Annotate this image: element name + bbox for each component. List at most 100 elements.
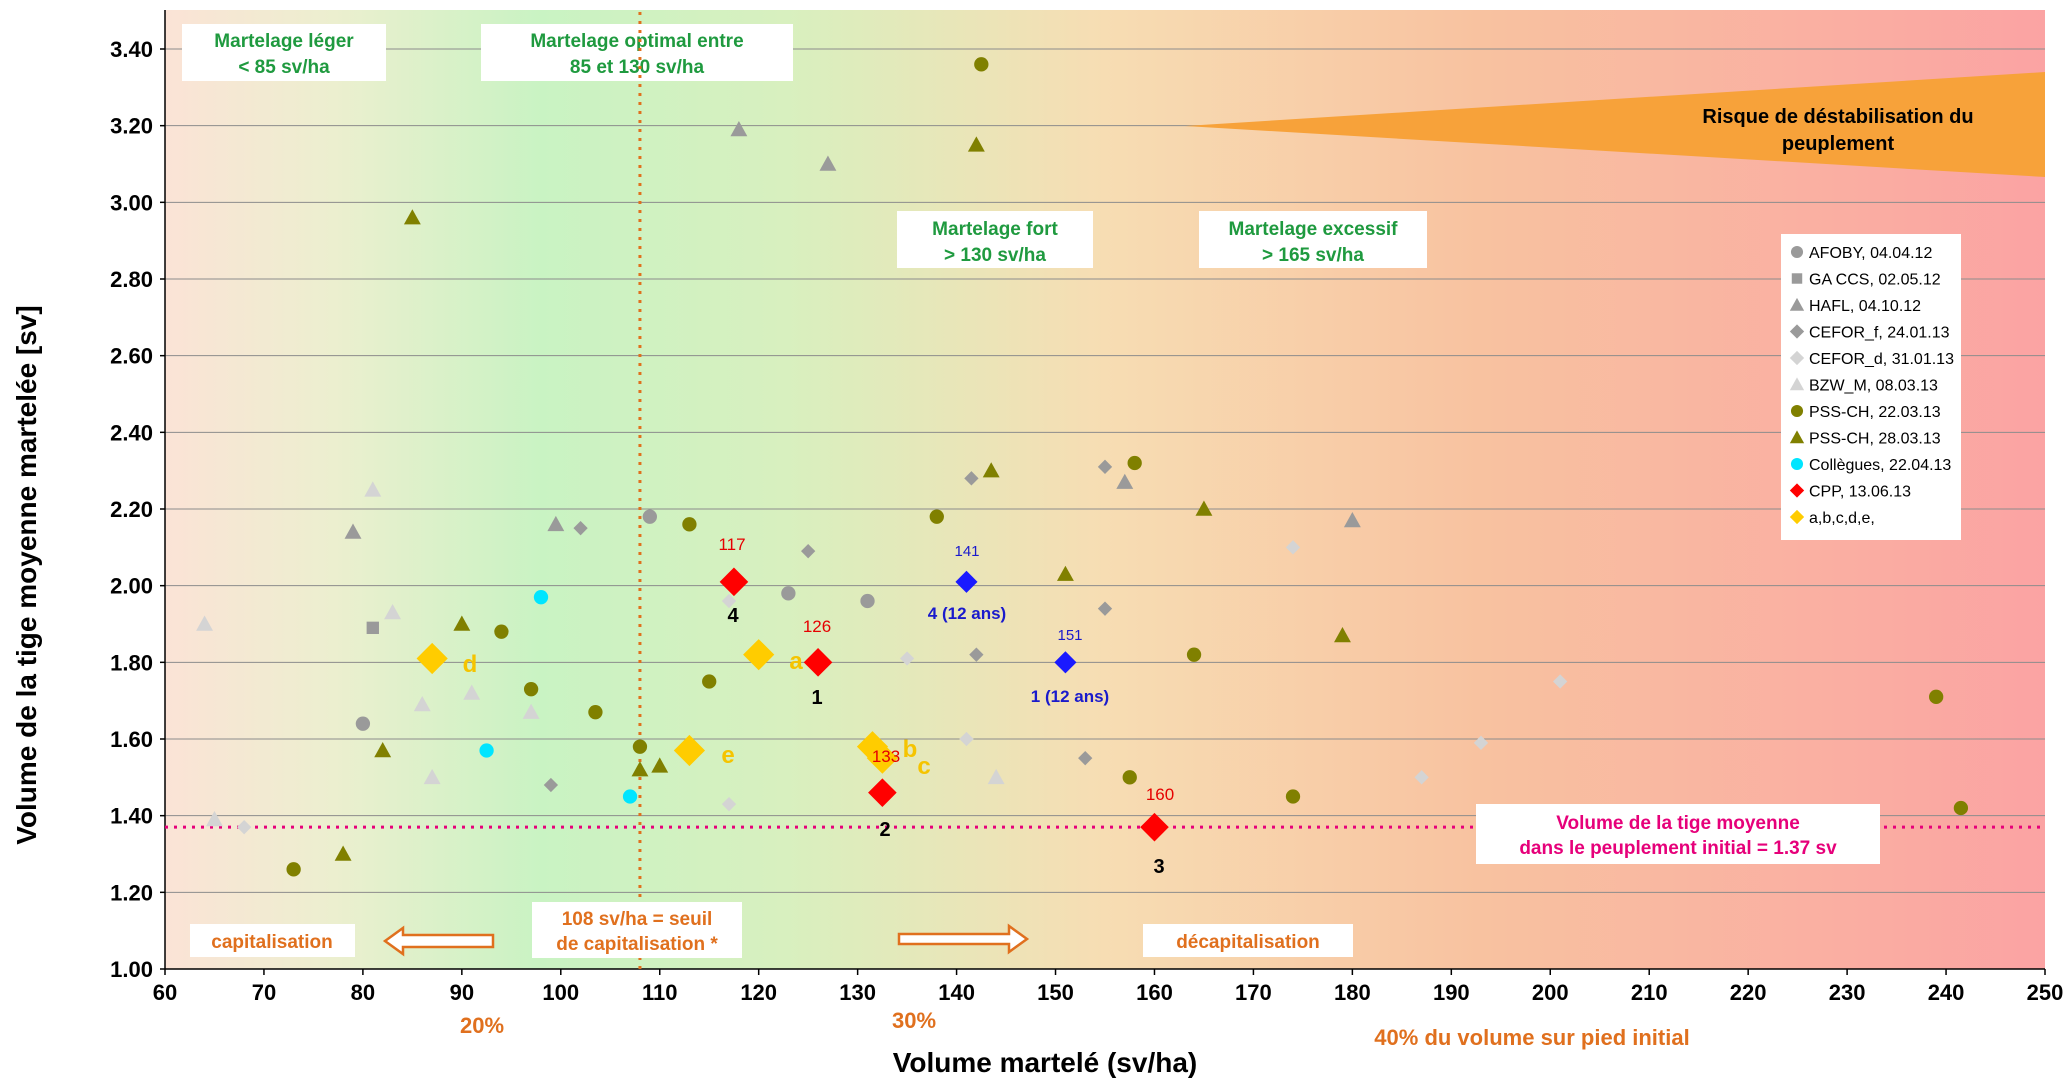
legend-entry: GA CCS, 02.05.12: [1809, 272, 1941, 289]
label-1-12-ans: 1 (12 ans): [1031, 687, 1109, 706]
data-point: [1122, 770, 1137, 785]
data-point: [416, 642, 448, 675]
svg-text:Martelage fort: Martelage fort: [932, 219, 1058, 240]
y-tick-label: 3.00: [110, 190, 153, 215]
data-point: [1285, 540, 1301, 555]
risk-text-line2: peuplement: [1782, 133, 1895, 155]
label-4-12-ans: 4 (12 ans): [928, 604, 1006, 623]
data-point: [719, 567, 749, 597]
x-tick-label: 150: [1037, 980, 1074, 1005]
y-tick-label: 1.00: [110, 957, 153, 982]
data-point: [366, 621, 379, 635]
label-117: 117: [718, 535, 745, 554]
data-point: [1097, 459, 1113, 474]
data-point: [413, 696, 431, 712]
x-tick-label: 160: [1136, 980, 1173, 1005]
pct-40-label: 40% du volume sur pied initial: [1374, 1025, 1689, 1050]
data-point: [1285, 789, 1301, 804]
grid-lines: [164, 10, 2045, 970]
x-tick-label: 250: [2027, 980, 2064, 1005]
label-133: 133: [872, 747, 900, 766]
x-tick-label: 230: [1829, 980, 1866, 1005]
svg-text:85 et 130 sv/ha: 85 et 130 sv/ha: [570, 57, 705, 78]
blue-markers: [955, 570, 1077, 674]
y-tick-label: 2.80: [110, 267, 153, 292]
data-point: [969, 647, 984, 662]
x-tick-label: 170: [1235, 980, 1272, 1005]
y-tick-label: 1.60: [110, 727, 153, 752]
y-tick-label: 3.20: [110, 114, 153, 139]
data-point: [819, 155, 837, 171]
data-point: [364, 481, 382, 497]
arrow-right: [897, 923, 1030, 955]
data-point: [463, 684, 481, 700]
x-tick-label: 80: [351, 980, 375, 1005]
x-axis-ticks: 60 70 80 90 100 110 120 130 140 150 160 170 180 190 20…: [153, 969, 2064, 1005]
data-point: [523, 682, 539, 697]
annotation-decapitalisation: décapitalisation: [1143, 924, 1353, 957]
data-point: [1056, 565, 1074, 581]
data-point: [573, 521, 588, 536]
data-point: [721, 593, 737, 609]
data-point: [334, 845, 352, 861]
svg-text:Volume de la tige moyenne: Volume de la tige moyenne: [1556, 813, 1800, 834]
data-point: [374, 742, 392, 758]
x-tick-label: 190: [1433, 980, 1470, 1005]
svg-text:108 sv/ha = seuil: 108 sv/ha = seuil: [562, 909, 713, 930]
data-point: [1334, 627, 1351, 643]
data-point: [588, 705, 603, 720]
y-axis-title: Volume de la tige moyenne martelée [sv]: [11, 305, 42, 844]
x-axis-title: Volume martelé (sv/ha): [893, 1047, 1197, 1078]
svg-text:< 85 sv/ha: < 85 sv/ha: [238, 57, 330, 78]
data-point: [866, 742, 898, 774]
legend-marker: [1789, 297, 1805, 311]
x-tick-label: 110: [642, 980, 678, 1005]
data-point: [642, 509, 657, 524]
data-point: [982, 462, 1000, 478]
legend-entry: PSS-CH, 28.03.13: [1809, 431, 1941, 448]
legend-marker: [1789, 324, 1805, 339]
data-point: [1186, 647, 1202, 662]
svg-text:Martelage optimal entre: Martelage optimal entre: [530, 31, 743, 52]
label-141: 141: [954, 543, 979, 560]
label-a: a: [789, 648, 803, 675]
data-point: [622, 789, 638, 804]
x-tick-label: 220: [1730, 980, 1767, 1005]
data-point: [543, 777, 559, 793]
x-tick-label: 180: [1334, 980, 1371, 1005]
legend-marker: [1789, 350, 1805, 366]
data-point: [964, 471, 979, 486]
annotation-martelage-excessif: Martelage excessif > 165 sv/ha: [1199, 211, 1427, 268]
x-tick-label: 210: [1631, 980, 1668, 1005]
data-point: [522, 703, 540, 719]
svg-text:de capitalisation *: de capitalisation *: [556, 934, 718, 955]
label-160: 160: [1146, 785, 1174, 804]
data-point: [355, 716, 371, 731]
y-tick-label: 2.40: [110, 420, 153, 445]
data-point-blue: [955, 570, 978, 593]
svg-text:capitalisation: capitalisation: [211, 932, 332, 953]
legend-entry: CPP, 13.06.13: [1809, 484, 1911, 501]
data-point: [860, 593, 875, 609]
data-markers: [196, 57, 1969, 877]
x-tick-label: 70: [252, 980, 276, 1005]
legend-marker: [1790, 404, 1804, 418]
data-point: [899, 651, 915, 666]
data-point: [479, 743, 494, 758]
data-point: [237, 820, 252, 835]
legend-entry: CEFOR_f, 24.01.13: [1809, 325, 1950, 342]
annotation-seuil: 108 sv/ha = seuil de capitalisation *: [532, 902, 742, 958]
data-point: [781, 586, 796, 601]
x-tick-label: 130: [839, 980, 876, 1005]
data-point: [801, 544, 816, 559]
legend-entry: AFOBY, 04.04.12: [1809, 245, 1932, 262]
y-tick-label: 1.40: [110, 804, 153, 829]
legend-marker: [1791, 273, 1803, 284]
svg-text:> 165 sv/ha: > 165 sv/ha: [1262, 245, 1364, 266]
x-tick-label: 90: [450, 980, 474, 1005]
annotation-tige-moyenne: Volume de la tige moyenne dans le peuple…: [1476, 804, 1880, 864]
data-point: [196, 615, 214, 631]
legend-entry: a,b,c,d,e,: [1809, 510, 1875, 527]
legend-entry: CEFOR_d, 31.01.13: [1809, 351, 1954, 368]
